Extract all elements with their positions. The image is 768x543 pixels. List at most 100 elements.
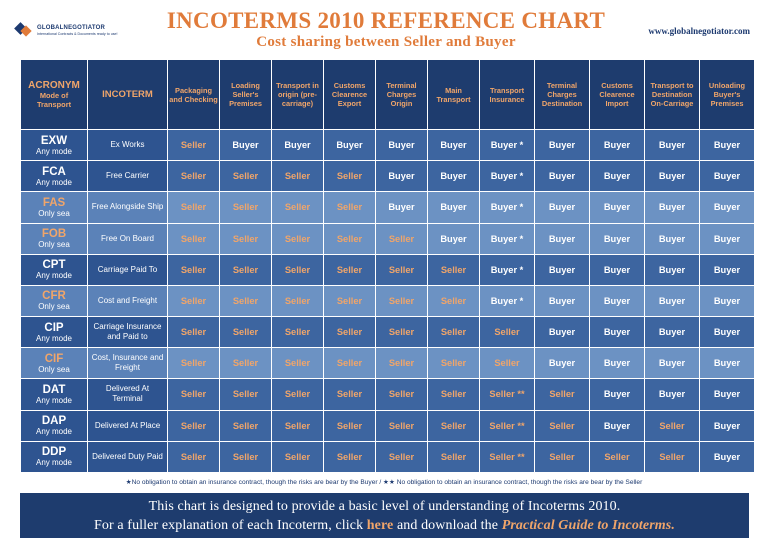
cost-cell: Seller [427,440,480,474]
cost-cell: Seller [219,347,272,380]
table-row-cfr: CFR Only sea Cost and Freight Seller Seller S… [20,284,755,318]
incoterm-code: DAP [41,415,67,428]
column-header-cost: Unloading Buyer's Premises [699,59,755,130]
acronym-cell: CPT Any mode [20,253,88,286]
cost-cell: Seller [219,284,272,318]
cost-cell: Buyer [589,128,645,162]
cost-cell: Seller [375,316,428,349]
cost-cell: Buyer [534,191,590,224]
cost-cell: Seller [427,316,480,349]
cost-cell: Buyer [589,409,645,442]
globalnegotiator-logo[interactable]: GLOBALNEGOTIATOR International Contracts… [14,22,118,38]
logo-diamond-icon [14,22,32,38]
cost-cell: Seller [323,316,376,349]
incoterm-name: Cost and Freight [87,284,168,318]
cost-cell: Seller [375,378,428,411]
column-header-cost: Transport to Destination On-Carriage [644,59,700,130]
cost-cell: Seller [534,409,590,442]
cost-cell: Buyer * [479,128,535,162]
column-header-cost: Transport Insurance [479,59,535,130]
cost-cell: Seller [479,316,535,349]
incoterm-name: Carriage Insurance and Paid to [87,316,168,349]
cost-cell: Seller [427,253,480,286]
column-header-cost: Packaging and Checking [167,59,220,130]
acronym-cell: DAT Any mode [20,378,88,411]
cost-cell: Seller [479,347,535,380]
cost-cell: Buyer [534,222,590,255]
column-header-cost: Customs Clearence Import [589,59,645,130]
cost-cell: Seller [219,440,272,474]
cost-cell: Seller [219,409,272,442]
cost-cell: Seller [375,284,428,318]
incoterm-name: Delivered At Terminal [87,378,168,411]
cost-cell: Seller [167,191,220,224]
acronym-cell: EXW Any mode [20,128,88,162]
cost-cell: Buyer [644,253,700,286]
cost-cell: Buyer * [479,160,535,193]
cost-cell: Seller [167,222,220,255]
incoterm-code: DDP [41,446,67,459]
cost-cell: Seller [323,409,376,442]
website-link[interactable]: www.globalnegotiator.com [648,26,750,36]
acronym-cell: FCA Any mode [20,160,88,193]
cost-cell: Buyer [644,128,700,162]
table-row-cpt: CPT Any mode Carriage Paid To Seller Seller S… [20,253,755,286]
cost-cell: Seller [167,440,220,474]
cost-cell: Buyer [323,128,376,162]
acronym-cell: DDP Any mode [20,440,88,474]
incoterm-code: EXW [40,134,68,147]
transport-mode: Any mode [35,177,73,187]
column-header-cost: Terminal Charges Destination [534,59,590,130]
incoterm-code: FOB [41,228,67,241]
cost-cell: Seller [427,347,480,380]
incoterms-table: ACRONYM Mode of Transport INCOTERM Packa… [20,59,755,474]
acronym-cell: CFR Only sea [20,284,88,318]
cost-cell: Seller [375,409,428,442]
cost-cell: Seller [219,316,272,349]
cost-cell: Seller [167,128,220,162]
cost-cell: Seller [271,316,324,349]
cost-cell: Seller [323,440,376,474]
cost-cell: Seller [323,347,376,380]
incoterm-name: Carriage Paid To [87,253,168,286]
logo-tagline: International Contracts & Documents read… [37,31,118,36]
table-row-fas: FAS Only sea Free Alongside Ship Seller Sell… [20,191,755,224]
cost-cell: Seller [271,409,324,442]
transport-mode: Only sea [38,208,70,218]
banner-line-2: For a fuller explanation of each Incoter… [94,518,675,533]
transport-mode: Any mode [35,427,73,437]
cost-cell: Buyer [699,253,755,286]
cost-cell: Buyer [699,284,755,318]
table-row-ddp: DDP Any mode Delivered Duty Paid Seller Sell… [20,440,755,474]
practical-guide-link[interactable]: Practical Guide to Incoterms. [501,518,675,533]
here-link[interactable]: here [366,518,394,533]
cost-cell: Buyer [644,316,700,349]
cost-cell: Buyer [589,378,645,411]
incoterm-name: Free Carrier [87,160,168,193]
table-row-fob: FOB Only sea Free On Board Seller Seller Sell… [20,222,755,255]
cost-cell: Seller [167,378,220,411]
cost-cell: Seller [271,222,324,255]
cost-cell: Seller ** [479,440,535,474]
transport-mode: Any mode [35,271,73,281]
cost-cell: Seller [167,347,220,380]
table-row-cif: CIF Only sea Cost, Insurance and Freight Se… [20,347,755,380]
cost-cell: Buyer [699,378,755,411]
cost-cell: Seller [271,440,324,474]
cost-cell: Seller [271,284,324,318]
incoterm-code: FCA [42,165,66,178]
cost-cell: Seller [644,409,700,442]
acronym-cell: FAS Only sea [20,191,88,224]
incoterm-name: Delivered Duty Paid [87,440,168,474]
cost-cell: Buyer [644,378,700,411]
cost-cell: Seller [271,191,324,224]
transport-mode: Only sea [38,302,70,312]
cost-cell: Buyer [589,347,645,380]
cost-cell: Seller [323,253,376,286]
table-row-dat: DAT Any mode Delivered At Terminal Seller Se… [20,378,755,411]
cost-cell: Buyer [375,191,428,224]
cost-cell: Buyer [375,160,428,193]
cost-cell: Seller [375,347,428,380]
cost-cell: Seller ** [479,378,535,411]
cost-cell: Buyer [699,409,755,442]
